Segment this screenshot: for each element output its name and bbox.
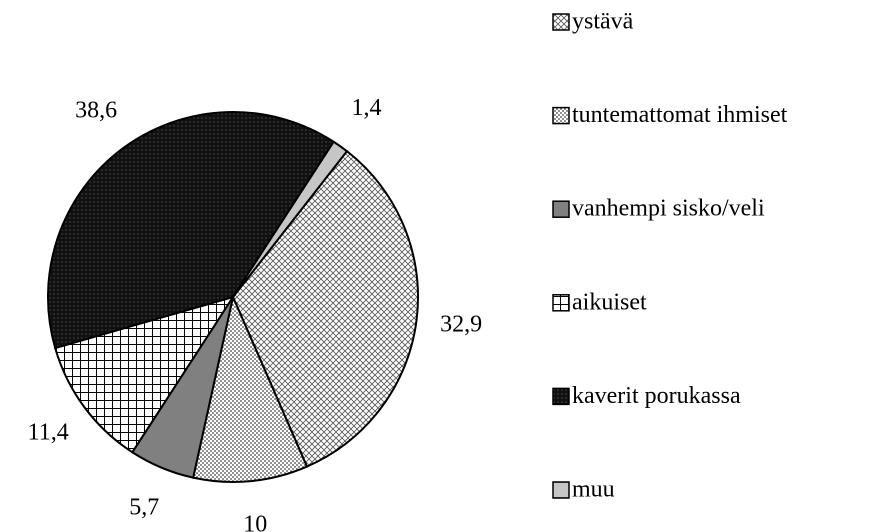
pie-slice <box>232 140 349 298</box>
legend-swatch <box>552 481 570 499</box>
legend-swatch <box>552 294 570 312</box>
data-label: 11,4 <box>28 419 69 445</box>
legend-swatch <box>552 106 570 125</box>
data-label: 32,9 <box>440 311 482 337</box>
legend-label: kaverit porukassa <box>572 383 741 409</box>
legend-label: vanhempi sisko/veli <box>572 196 765 222</box>
legend-swatch <box>552 200 570 218</box>
legend-swatch <box>552 387 570 406</box>
legend-label: aikuiset <box>572 289 647 315</box>
legend-swatch <box>552 13 570 31</box>
legend-label: muu <box>572 477 615 503</box>
data-label: 38,6 <box>75 98 117 124</box>
legend-label: tuntemattomat ihmiset <box>572 102 788 128</box>
pie-slice <box>47 111 336 350</box>
pie-slice <box>191 293 309 483</box>
data-label: 1,4 <box>351 95 381 121</box>
data-label: 10 <box>243 511 267 532</box>
legend-label: ystävä <box>572 9 634 35</box>
pie-slice <box>231 149 419 468</box>
data-label: 5,7 <box>129 495 159 521</box>
